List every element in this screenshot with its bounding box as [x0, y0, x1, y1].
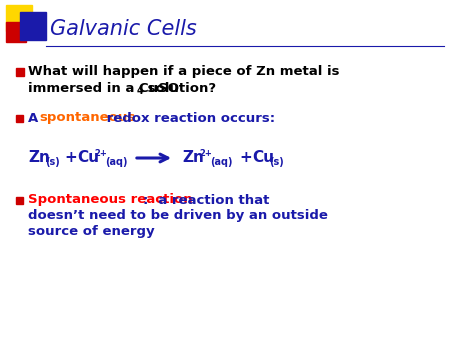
- Bar: [6, 22, 26, 42]
- Text: doesn’t need to be driven by an outside: doesn’t need to be driven by an outside: [28, 210, 328, 222]
- Text: What will happen if a piece of Zn metal is: What will happen if a piece of Zn metal …: [28, 65, 339, 77]
- Text: spontaneous: spontaneous: [39, 112, 135, 124]
- Text: redox reaction occurs:: redox reaction occurs:: [102, 112, 275, 124]
- Text: :: :: [142, 193, 148, 207]
- Bar: [16, 68, 24, 76]
- Text: a reaction that: a reaction that: [149, 193, 270, 207]
- Text: 2+: 2+: [94, 149, 107, 159]
- Text: Zn: Zn: [28, 150, 50, 166]
- Text: Cu: Cu: [77, 150, 99, 166]
- Bar: [16, 196, 23, 203]
- Text: A: A: [28, 112, 43, 124]
- Text: solution?: solution?: [143, 81, 216, 95]
- Bar: [6, 5, 32, 31]
- Text: 2+: 2+: [199, 149, 212, 159]
- Text: Zn: Zn: [182, 150, 204, 166]
- Text: source of energy: source of energy: [28, 225, 155, 239]
- Text: (s): (s): [45, 157, 60, 167]
- Text: (aq): (aq): [105, 157, 127, 167]
- Text: +: +: [64, 150, 77, 166]
- Text: Galvanic Cells: Galvanic Cells: [50, 19, 197, 39]
- Text: Cu: Cu: [252, 150, 274, 166]
- Text: (aq): (aq): [210, 157, 233, 167]
- Text: +: +: [239, 150, 252, 166]
- Bar: [20, 12, 46, 40]
- Text: 4: 4: [137, 86, 144, 96]
- Text: Spontaneous reaction: Spontaneous reaction: [28, 193, 193, 207]
- Text: (s): (s): [269, 157, 284, 167]
- Bar: [16, 115, 23, 121]
- Text: immersed in a CuSO: immersed in a CuSO: [28, 81, 179, 95]
